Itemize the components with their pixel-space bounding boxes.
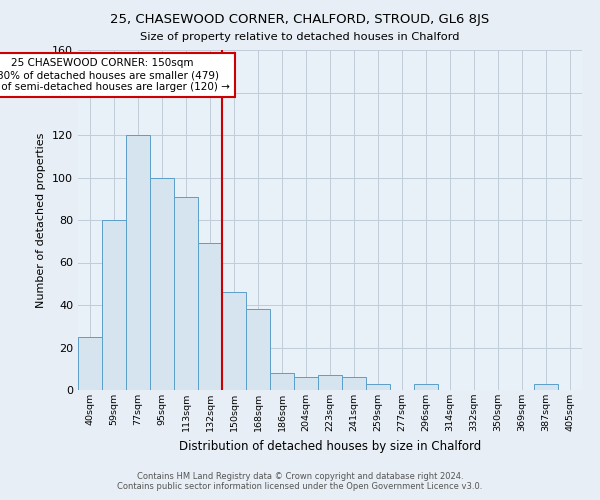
Bar: [78, 337, 102, 390]
Bar: [174, 196, 198, 390]
Y-axis label: Number of detached properties: Number of detached properties: [37, 132, 46, 308]
Text: 25, CHASEWOOD CORNER, CHALFORD, STROUD, GL6 8JS: 25, CHASEWOOD CORNER, CHALFORD, STROUD, …: [110, 12, 490, 26]
Bar: [534, 384, 558, 390]
Bar: [414, 384, 438, 390]
Bar: [270, 373, 294, 390]
X-axis label: Distribution of detached houses by size in Chalford: Distribution of detached houses by size …: [179, 440, 481, 452]
Bar: [294, 378, 318, 390]
Bar: [246, 309, 270, 390]
Bar: [150, 178, 174, 390]
Bar: [102, 220, 126, 390]
Text: Contains HM Land Registry data © Crown copyright and database right 2024.
Contai: Contains HM Land Registry data © Crown c…: [118, 472, 482, 491]
Text: Size of property relative to detached houses in Chalford: Size of property relative to detached ho…: [140, 32, 460, 42]
Bar: [126, 135, 150, 390]
Bar: [342, 378, 366, 390]
Bar: [198, 244, 222, 390]
Bar: [222, 292, 246, 390]
Text: 25 CHASEWOOD CORNER: 150sqm
← 80% of detached houses are smaller (479)
20% of se: 25 CHASEWOOD CORNER: 150sqm ← 80% of det…: [0, 58, 229, 92]
Bar: [366, 384, 390, 390]
Bar: [318, 375, 342, 390]
